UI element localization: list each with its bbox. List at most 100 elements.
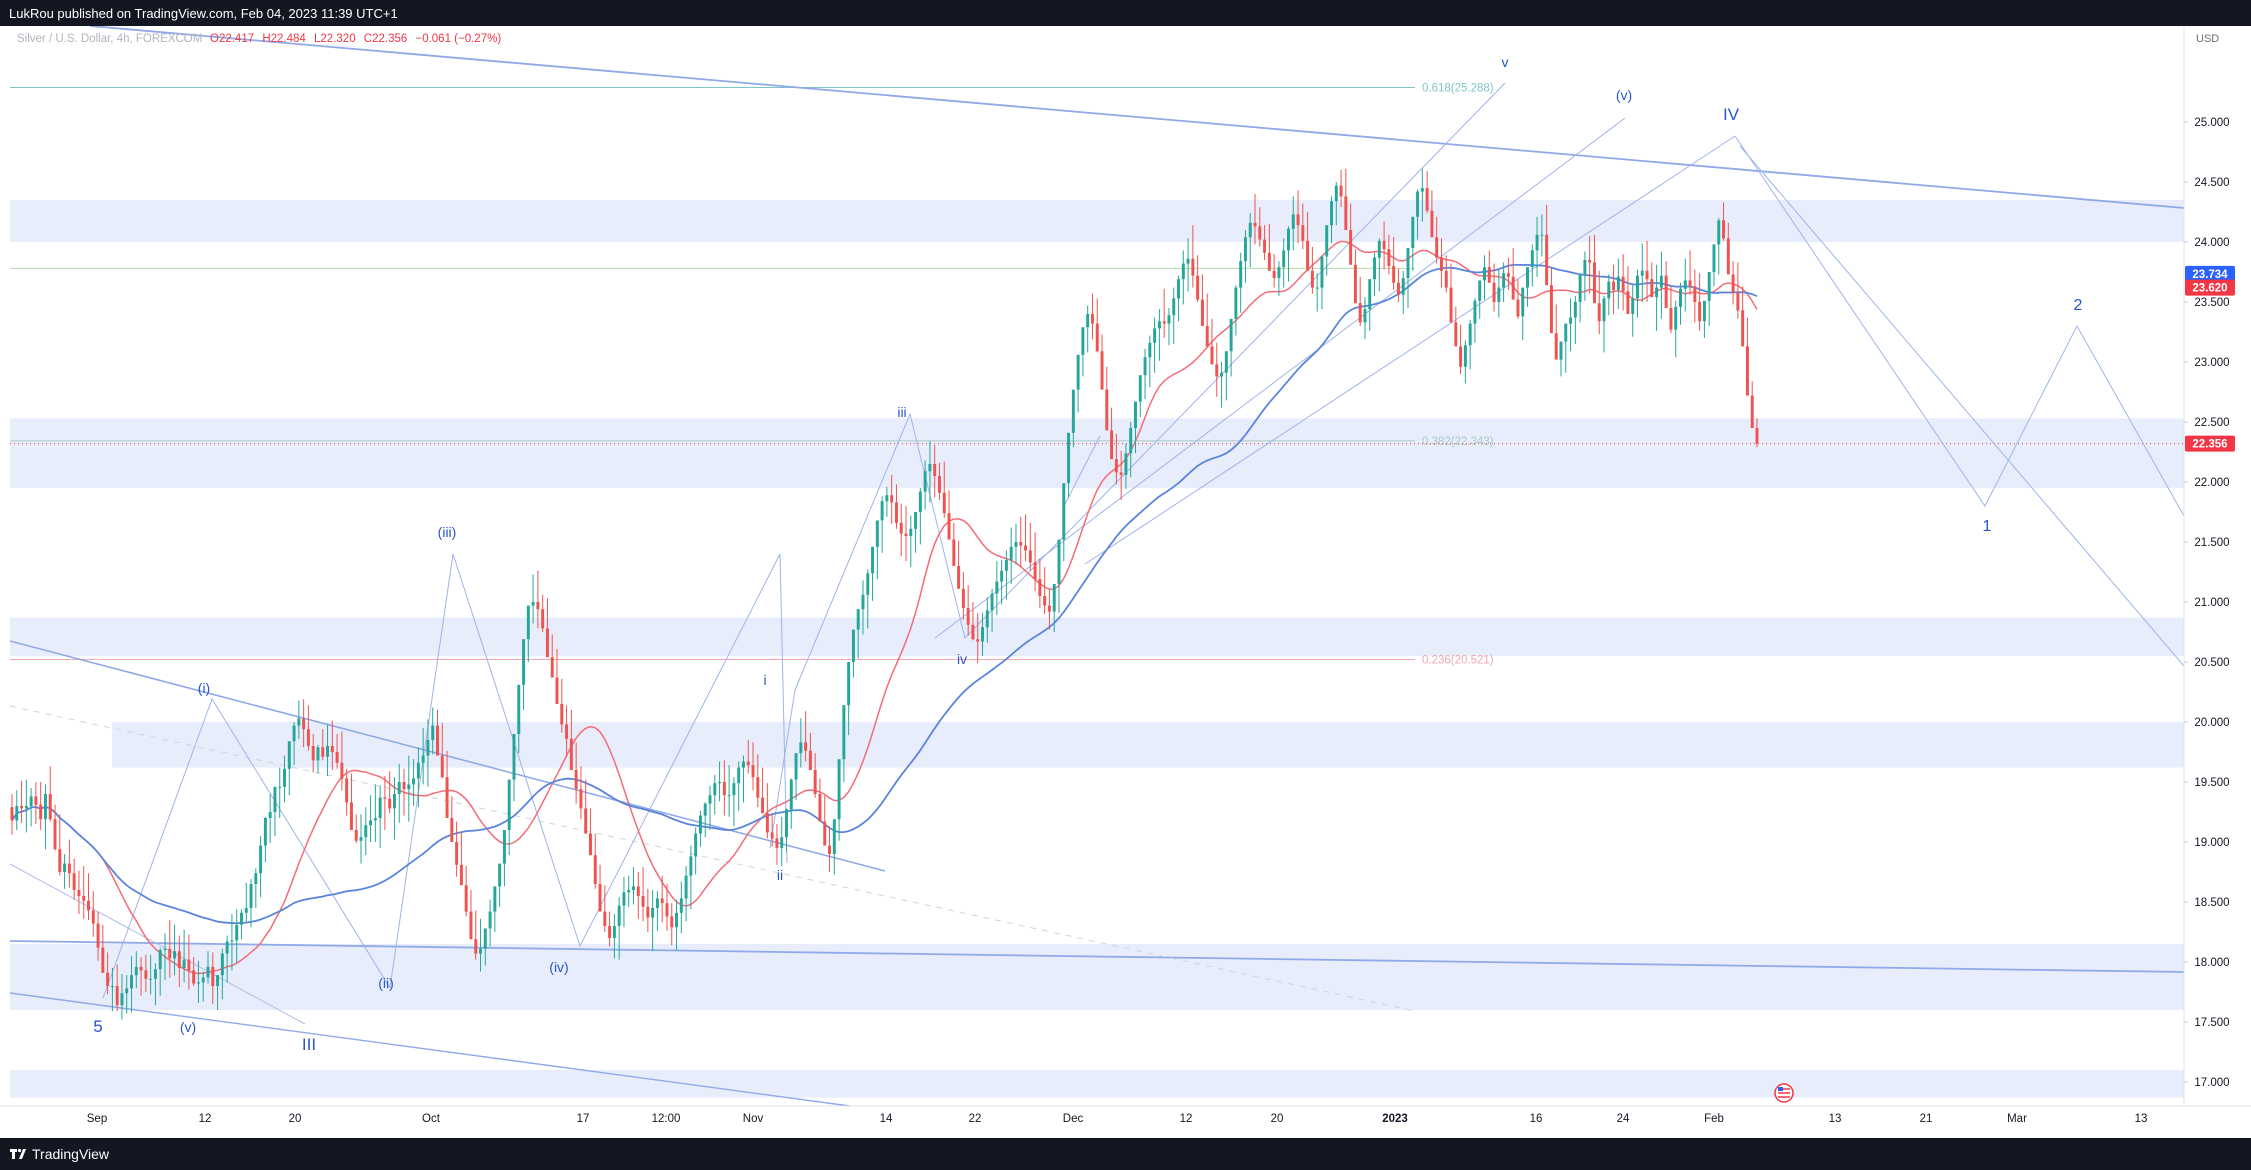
candle-body [1559, 341, 1563, 360]
candle-body [770, 832, 774, 839]
candle-body [990, 593, 994, 611]
candle-body [689, 856, 693, 876]
x-tick-label-12: 2023 [1382, 1113, 1408, 1125]
candle-body [1645, 270, 1649, 280]
x-tick-label-10: 12 [1180, 1113, 1193, 1125]
candle-body [861, 594, 865, 610]
candle-body [10, 807, 14, 821]
price-axis[interactable]: 25.000 24.500 24.000 23.500 23.000 22.500 22.0… [2183, 26, 2235, 1106]
price-label-2: 22.356 [2192, 439, 2227, 451]
candles [10, 168, 1759, 1020]
publisher-line: LukRou published on TradingView.com, Feb… [9, 6, 398, 21]
candle-body [660, 898, 664, 904]
candle-body [947, 513, 951, 540]
candle-body [416, 762, 420, 779]
zone-5 [10, 1070, 2184, 1098]
candle-body [1683, 280, 1687, 289]
candle-body [1616, 276, 1620, 290]
candle-body [383, 797, 387, 799]
wave-path-iii-v [769, 82, 1506, 849]
candle-body [43, 794, 47, 820]
projection-path-1-2 [1734, 135, 2185, 517]
y-tick-label-10: 20.000 [2194, 717, 2229, 729]
candle-body [1177, 279, 1181, 299]
candle-body [292, 725, 296, 742]
x-tick-label-5: 12:00 [652, 1113, 681, 1125]
candle-body [1478, 280, 1482, 301]
y-tick-label-14: 18.000 [2194, 957, 2229, 969]
candle-body [1339, 185, 1343, 197]
price-chart[interactable]: 0.618(25.288)0.382(22.343)0.236(20.521) … [0, 26, 2251, 1138]
y-tick-label-7: 21.500 [2194, 537, 2229, 549]
candle-body [349, 802, 353, 830]
candle-body [268, 812, 272, 818]
candle-body [464, 885, 468, 912]
candle-body [1387, 249, 1391, 266]
candle-body [1047, 605, 1051, 612]
candle-body [326, 746, 330, 757]
time-axis[interactable]: Sep 12 20 Oct 17 12:00 Nov 14 22 Dec 12 20 2023 16 24 F… [0, 1105, 2251, 1125]
candle-body [1449, 287, 1453, 323]
x-tick-label-11: 20 [1271, 1113, 1284, 1125]
candle-body [1607, 281, 1611, 299]
x-tick-label-17: 21 [1920, 1113, 1933, 1125]
x-tick-label-7: 14 [880, 1113, 893, 1125]
candle-body [1363, 309, 1367, 323]
tradingview-logo-icon [10, 1148, 26, 1159]
candle-body [1033, 562, 1037, 580]
y-tick-label-13: 18.500 [2194, 897, 2229, 909]
candle-body [1535, 234, 1539, 251]
x-tick-label-3: Oct [422, 1113, 441, 1125]
price-label-box-1 [2185, 279, 2235, 296]
candle-body [880, 501, 884, 521]
candle-body [1306, 240, 1310, 271]
candle-body [531, 602, 535, 606]
candle-body [1282, 250, 1286, 268]
candle-body [1382, 240, 1386, 250]
moving-averages [11, 240, 1758, 975]
candle-body [1664, 275, 1668, 308]
candle-body [612, 926, 616, 938]
candle-body [1134, 401, 1137, 428]
wave-label-1: (v) [180, 1019, 196, 1035]
candle-body [469, 911, 473, 940]
candle-body [340, 762, 344, 779]
candle-body [1569, 317, 1573, 324]
wave-label-7: i [763, 672, 766, 688]
ma-fast-line [11, 240, 1758, 975]
candle-body [211, 966, 215, 986]
candle-body [421, 755, 425, 763]
trendline-base [9, 940, 2185, 973]
candle-body [34, 796, 38, 805]
candle-body [48, 794, 52, 820]
x-tick-label-1: 12 [199, 1113, 212, 1125]
candle-body [875, 520, 879, 547]
candle-body [928, 464, 932, 472]
candle-body [110, 986, 114, 987]
candle-body [1057, 539, 1061, 584]
candle-body [1071, 389, 1075, 433]
y-tick-label-8: 21.000 [2194, 597, 2229, 609]
candle-body [1540, 234, 1544, 236]
candle-body [345, 778, 349, 803]
x-tick-label-13: 16 [1530, 1113, 1543, 1125]
candle-body [698, 815, 702, 834]
candle-body [1545, 234, 1549, 286]
x-tick-label-8: 22 [969, 1113, 982, 1125]
candle-body [1592, 262, 1596, 304]
candle-body [1124, 453, 1128, 475]
candle-body [1119, 472, 1123, 475]
candle-body [608, 926, 612, 938]
candle-body [761, 797, 765, 814]
candle-body [866, 573, 870, 595]
candle-body [1310, 270, 1314, 288]
candle-body [1234, 287, 1238, 319]
candle-body [1487, 267, 1491, 283]
candle-body [24, 806, 28, 809]
x-tick-label-2: 20 [289, 1113, 302, 1125]
candle-body [574, 770, 578, 790]
support-resistance-zones [10, 200, 2184, 1098]
candle-body [493, 886, 497, 912]
candle-body [177, 951, 181, 968]
price-label-1: 23.620 [2192, 283, 2227, 295]
